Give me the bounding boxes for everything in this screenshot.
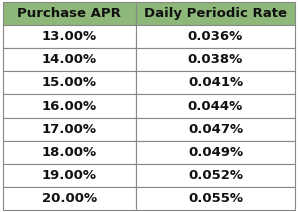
Bar xyxy=(136,141,295,164)
Bar xyxy=(3,48,136,71)
Text: 14.00%: 14.00% xyxy=(42,53,97,66)
Bar xyxy=(3,187,136,210)
Text: 0.036%: 0.036% xyxy=(188,30,243,43)
Text: 0.038%: 0.038% xyxy=(188,53,243,66)
Text: 0.055%: 0.055% xyxy=(188,192,243,205)
Bar xyxy=(136,2,295,25)
Text: Purchase APR: Purchase APR xyxy=(18,7,121,20)
Text: 17.00%: 17.00% xyxy=(42,123,97,136)
Text: 0.052%: 0.052% xyxy=(188,169,243,182)
Text: 13.00%: 13.00% xyxy=(42,30,97,43)
Bar xyxy=(136,164,295,187)
Bar xyxy=(136,25,295,48)
Bar xyxy=(3,95,136,117)
Bar xyxy=(136,48,295,71)
Text: 20.00%: 20.00% xyxy=(42,192,97,205)
Bar xyxy=(136,95,295,117)
Text: 18.00%: 18.00% xyxy=(42,146,97,159)
Text: 0.044%: 0.044% xyxy=(188,99,243,113)
Text: 0.041%: 0.041% xyxy=(188,76,243,89)
Bar xyxy=(3,117,136,141)
Bar xyxy=(3,164,136,187)
Bar xyxy=(136,187,295,210)
Bar xyxy=(3,71,136,95)
Bar xyxy=(136,71,295,95)
Bar xyxy=(3,25,136,48)
Text: 15.00%: 15.00% xyxy=(42,76,97,89)
Bar xyxy=(3,2,136,25)
Text: 16.00%: 16.00% xyxy=(42,99,97,113)
Text: 0.049%: 0.049% xyxy=(188,146,243,159)
Text: 19.00%: 19.00% xyxy=(42,169,97,182)
Text: Daily Periodic Rate: Daily Periodic Rate xyxy=(144,7,287,20)
Bar xyxy=(3,141,136,164)
Text: 0.047%: 0.047% xyxy=(188,123,243,136)
Bar xyxy=(136,117,295,141)
